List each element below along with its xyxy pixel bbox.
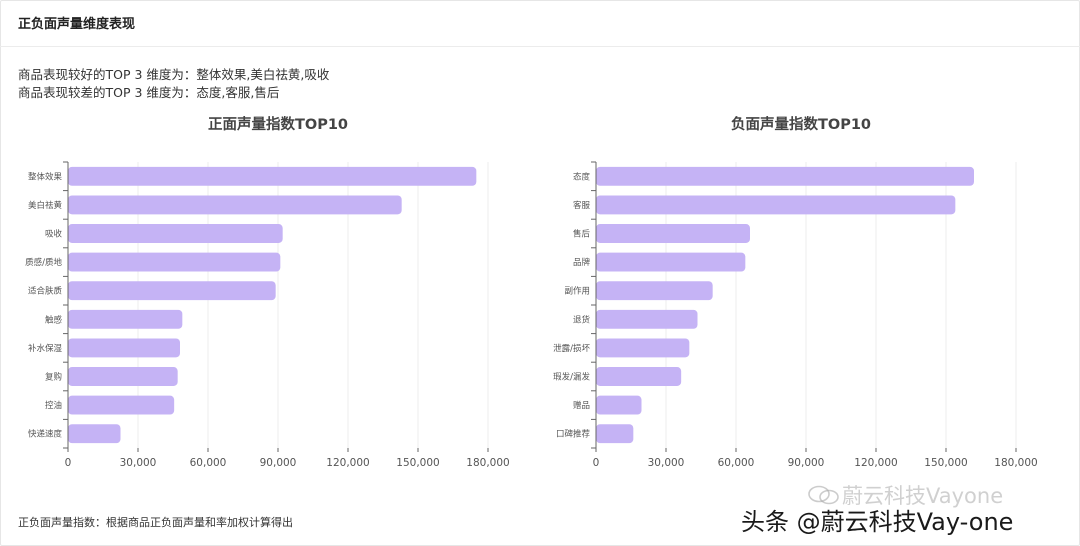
watermark-brand: 蔚云科技Vayone	[806, 480, 1003, 510]
bar	[596, 338, 690, 358]
bar	[596, 195, 956, 215]
bar	[596, 281, 713, 301]
bar	[596, 224, 750, 243]
bars	[68, 166, 477, 444]
panel-title: 正负面声量维度表现	[18, 17, 136, 32]
x-tick-label: 30,000	[648, 457, 685, 469]
x-tick-label: 0	[65, 457, 72, 469]
bar	[68, 252, 281, 272]
category-label: 赠品	[573, 400, 590, 411]
x-tick-label: 60,000	[718, 457, 755, 469]
positive-chart-title: 正面声量指数TOP10	[207, 117, 349, 133]
x-tick-label: 90,000	[788, 457, 825, 469]
category-label: 快递速度	[28, 429, 63, 440]
bar	[68, 195, 402, 215]
bar	[68, 224, 283, 243]
category-label: 退货	[573, 314, 591, 325]
category-label: 瑕发/漏发	[553, 372, 590, 383]
category-label: 客服	[573, 200, 591, 211]
category-label: 触感	[45, 314, 63, 325]
bar	[596, 309, 698, 329]
category-label: 售后	[573, 229, 591, 240]
x-tick-label: 150,000	[924, 457, 967, 469]
x-tick-label: 180,000	[994, 457, 1037, 469]
watermark-brand-text: 蔚云科技Vayone	[842, 484, 1004, 508]
bar	[68, 395, 175, 415]
category-label: 副作用	[564, 286, 590, 297]
panel-header: 正负面声量维度表现	[0, 0, 1080, 47]
summary-text: 商品表现较好的TOP 3 维度为：整体效果,美白祛黄,吸收 商品表现较差的TOP…	[18, 66, 329, 102]
category-label: 品牌	[573, 257, 591, 268]
bar	[596, 367, 682, 386]
category-label: 补水保湿	[28, 343, 63, 354]
bars	[596, 166, 974, 444]
x-axis: 0 30,000 60,000 90,000 120,000 150,000 180,000	[65, 448, 510, 469]
bar	[68, 281, 276, 301]
bar	[68, 338, 180, 358]
category-label: 口碑推荐	[556, 429, 591, 440]
x-tick-label: 0	[593, 457, 600, 469]
x-tick-label: 60,000	[190, 457, 227, 469]
summary-worst-dimensions: 商品表现较差的TOP 3 维度为：态度,客服,售后	[18, 85, 280, 100]
category-label: 态度	[573, 171, 591, 182]
category-label: 复购	[45, 372, 62, 383]
x-tick-label: 30,000	[120, 457, 157, 469]
bar	[68, 367, 178, 386]
bar	[68, 424, 121, 444]
y-axis	[63, 161, 69, 449]
bar	[68, 166, 477, 186]
watermark-source: 头条 @蔚云科技Vay-one	[741, 508, 1014, 536]
bar	[68, 309, 183, 329]
summary-best-dimensions: 商品表现较好的TOP 3 维度为：整体效果,美白祛黄,吸收	[18, 67, 330, 82]
x-tick-label: 120,000	[326, 457, 369, 469]
category-label: 吸收	[45, 229, 63, 240]
y-axis	[591, 161, 597, 449]
chat-bubbles-icon	[808, 485, 839, 505]
index-definition-note: 正负面声量指数：根据商品正负面声量和率加权计算得出	[18, 516, 293, 529]
x-tick-label: 150,000	[396, 457, 439, 469]
category-label: 美白祛黄	[28, 200, 63, 211]
x-tick-label: 120,000	[854, 457, 897, 469]
x-tick-label: 180,000	[466, 457, 509, 469]
x-tick-label: 90,000	[260, 457, 297, 469]
negative-chart-title: 负面声量指数TOP10	[730, 117, 872, 133]
category-label: 泄露/损坏	[553, 343, 590, 354]
bar	[596, 395, 642, 415]
bar	[596, 252, 746, 272]
bar	[596, 166, 974, 186]
category-label: 适合肤质	[28, 286, 63, 297]
category-label: 整体效果	[28, 171, 63, 182]
category-label: 控油	[45, 400, 62, 411]
category-label: 质感/质地	[25, 257, 62, 268]
x-axis: 0 30,000 60,000 90,000 120,000 150,000 180,000	[593, 448, 1038, 469]
bar	[596, 424, 634, 444]
